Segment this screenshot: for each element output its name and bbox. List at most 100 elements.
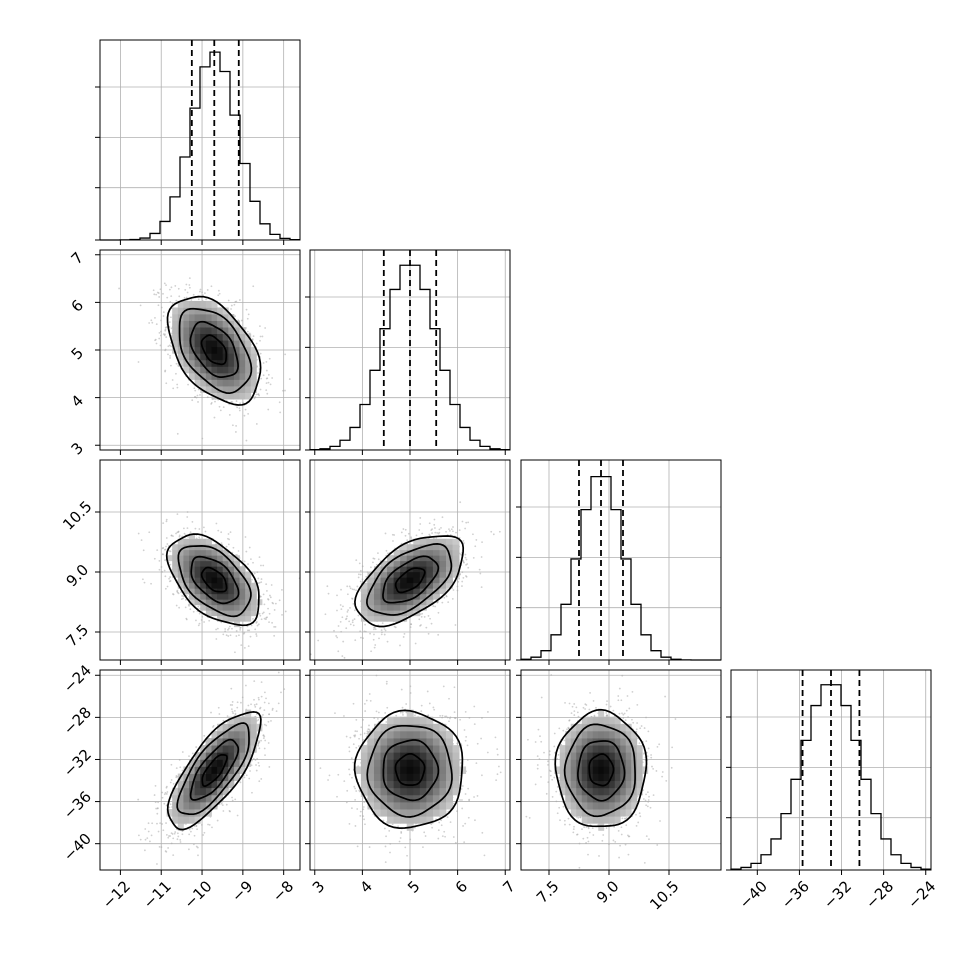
scatter-point bbox=[187, 383, 189, 386]
density-cell bbox=[177, 307, 184, 315]
density-cell bbox=[446, 801, 453, 810]
density-cell bbox=[200, 544, 207, 551]
scatter-point bbox=[267, 373, 270, 376]
scatter-point bbox=[635, 825, 638, 827]
scatter-point bbox=[267, 720, 270, 723]
scatter-point bbox=[410, 536, 413, 539]
density-cell bbox=[598, 816, 605, 824]
y-tick-label: 6 bbox=[68, 296, 87, 315]
scatter-point bbox=[620, 699, 623, 702]
scatter-point bbox=[231, 704, 234, 706]
density-cell bbox=[177, 333, 184, 341]
scatter-point bbox=[479, 572, 482, 575]
scatter-point bbox=[439, 714, 442, 717]
scatter-point bbox=[178, 606, 181, 609]
scatter-point bbox=[562, 729, 565, 732]
scatter-point bbox=[217, 706, 220, 709]
density-cell bbox=[172, 549, 179, 556]
density-cell bbox=[609, 787, 616, 796]
density-cell bbox=[189, 809, 196, 817]
scatter-point bbox=[392, 540, 394, 542]
scatter-point bbox=[259, 707, 261, 710]
scatter-point bbox=[393, 534, 396, 536]
scatter-point bbox=[161, 571, 164, 573]
density-cell bbox=[387, 577, 395, 584]
density-cell bbox=[183, 577, 190, 584]
scatter-point bbox=[176, 589, 179, 592]
density-cell bbox=[603, 816, 610, 824]
scatter-point bbox=[548, 750, 551, 753]
scatter-point bbox=[243, 560, 246, 563]
density-cell bbox=[406, 577, 414, 584]
density-cell bbox=[228, 752, 235, 760]
scatter-point bbox=[438, 528, 441, 531]
density-cell bbox=[233, 333, 240, 341]
scatter-point bbox=[259, 335, 262, 338]
density-cell bbox=[406, 593, 414, 600]
density-cell bbox=[233, 610, 240, 617]
scatter-point bbox=[185, 296, 188, 299]
density-cell bbox=[233, 615, 240, 622]
density-cell bbox=[222, 730, 229, 739]
scatter-point bbox=[647, 800, 650, 803]
scatter-point bbox=[334, 712, 336, 715]
density-cell bbox=[631, 738, 638, 746]
density-cell bbox=[581, 730, 588, 739]
scatter-point bbox=[442, 685, 445, 688]
scatter-point bbox=[631, 718, 633, 721]
density-cell bbox=[446, 738, 453, 746]
density-cell bbox=[222, 780, 229, 789]
density-cell bbox=[211, 300, 218, 308]
scatter-point bbox=[472, 533, 474, 536]
scatter-point bbox=[167, 836, 170, 839]
scatter-point bbox=[197, 388, 200, 391]
scatter-point bbox=[339, 604, 342, 606]
scatter-point bbox=[434, 527, 436, 529]
scatter-point bbox=[271, 621, 273, 624]
scatter-point bbox=[385, 682, 388, 685]
scatter-point bbox=[179, 841, 182, 843]
density-cell bbox=[587, 766, 594, 774]
density-cell bbox=[406, 716, 414, 725]
scatter-point bbox=[201, 437, 204, 440]
density-cell bbox=[439, 560, 447, 567]
density-cell bbox=[565, 766, 572, 774]
density-cell bbox=[194, 566, 201, 573]
density-cell bbox=[194, 588, 201, 595]
scatter-point bbox=[239, 629, 242, 631]
scatter-point bbox=[487, 711, 489, 713]
scatter-point bbox=[163, 282, 166, 285]
scatter-point bbox=[235, 635, 238, 637]
scatter-point bbox=[384, 712, 387, 714]
scatter-point bbox=[158, 331, 161, 334]
density-cell bbox=[211, 571, 218, 578]
density-cell bbox=[200, 571, 207, 578]
scatter-point bbox=[436, 531, 439, 534]
scatter-point bbox=[432, 706, 435, 709]
density-cell bbox=[446, 773, 453, 782]
scatter-point bbox=[419, 523, 422, 525]
density-cell bbox=[614, 773, 621, 782]
scatter-point bbox=[359, 630, 362, 633]
scatter-point bbox=[203, 621, 205, 623]
scatter-point bbox=[351, 597, 353, 600]
scatter-point bbox=[349, 606, 351, 609]
scatter-point bbox=[381, 717, 384, 720]
scatter-point bbox=[148, 531, 151, 534]
density-cell bbox=[565, 745, 572, 753]
scatter-point bbox=[176, 513, 179, 516]
scatter-point bbox=[357, 576, 360, 579]
density-cell bbox=[217, 615, 224, 622]
histogram-steps bbox=[520, 475, 721, 661]
scatter-point bbox=[459, 799, 461, 801]
density-cell bbox=[598, 716, 605, 725]
density-cell bbox=[452, 549, 460, 556]
density-cell bbox=[205, 327, 212, 335]
scatter-point bbox=[246, 317, 249, 320]
scatter-point bbox=[359, 569, 362, 572]
scatter-point bbox=[363, 702, 366, 705]
scatter-point bbox=[363, 801, 366, 804]
scatter-point bbox=[421, 532, 424, 535]
scatter-point bbox=[172, 535, 174, 538]
density-cell bbox=[625, 723, 632, 732]
